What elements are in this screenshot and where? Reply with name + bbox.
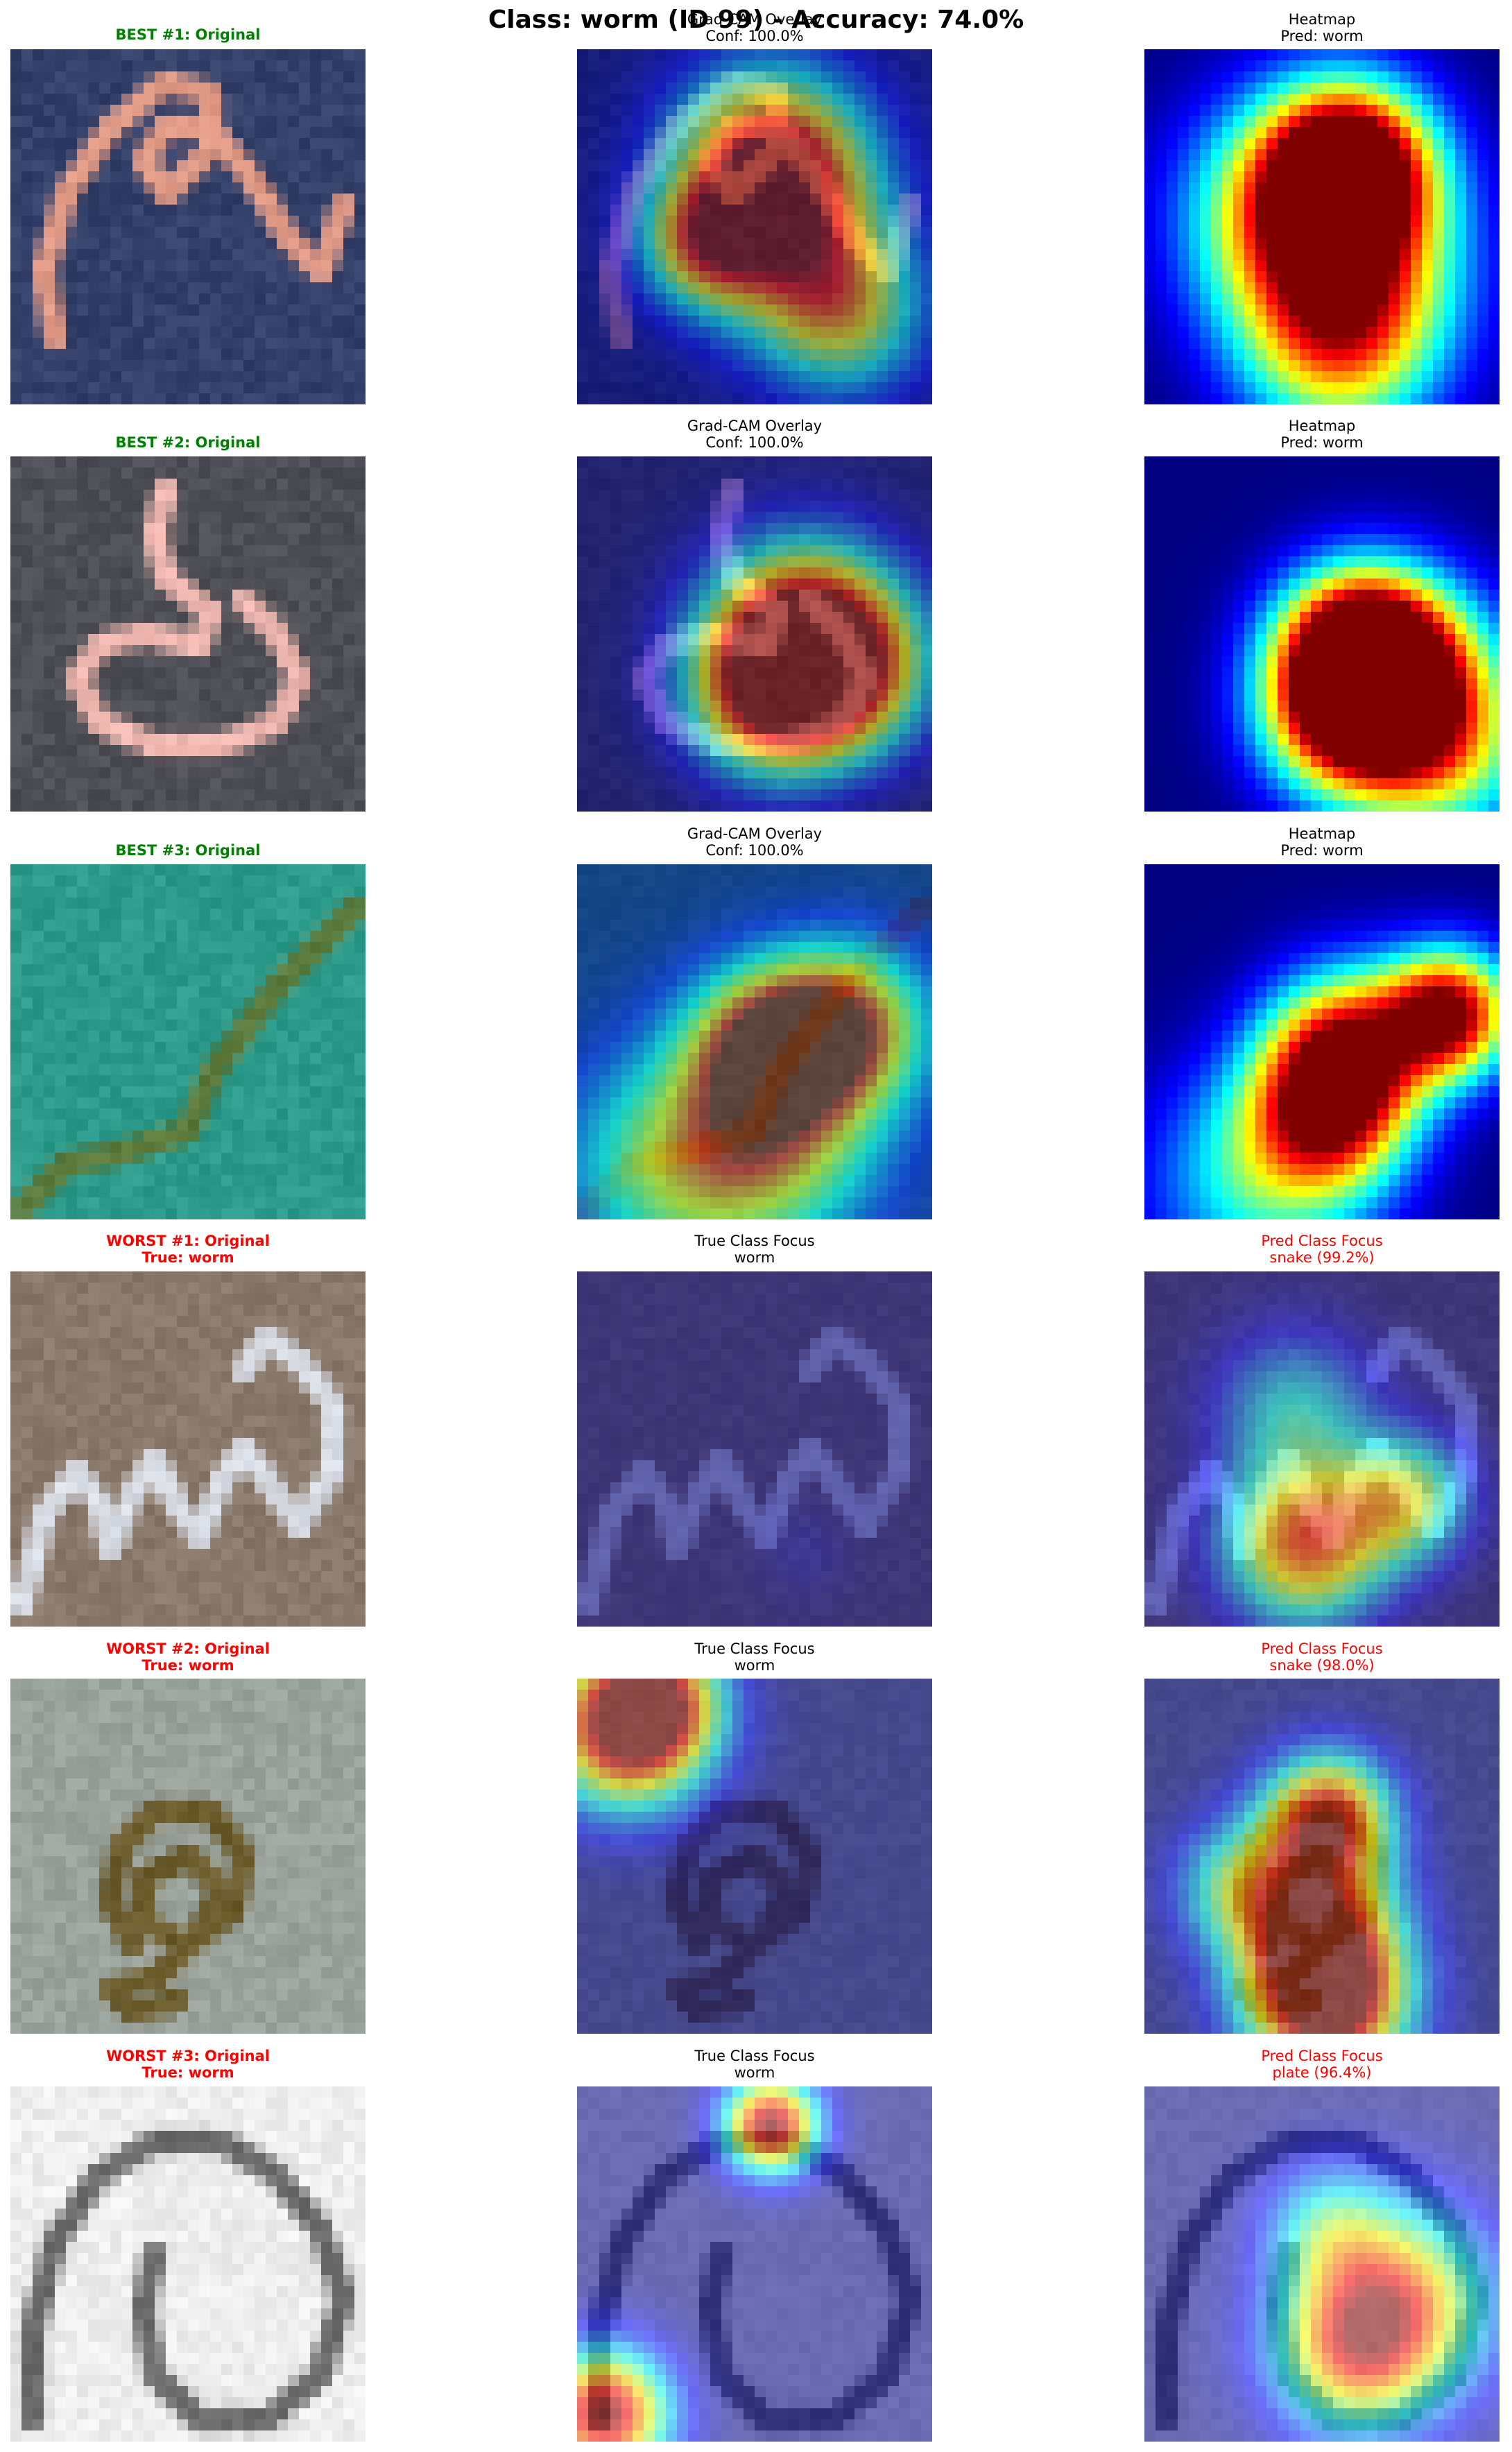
row5-original-image	[10, 1679, 366, 2034]
row5-original-title: WORST #2: Original True: worm	[106, 1640, 270, 1674]
row4-pred-class-title: Pred Class Focus snake (99.2%)	[1261, 1233, 1383, 1266]
row5-true-class-title: True Class Focus worm	[694, 1640, 815, 1674]
row1-gradcam-overlay-image	[577, 49, 932, 404]
row5-pred-class-title: Pred Class Focus snake (98.0%)	[1261, 1640, 1383, 1674]
row3-original-image	[10, 864, 366, 1219]
row1-heatmap-image	[1144, 49, 1500, 404]
row4-original-title: WORST #1: Original True: worm	[106, 1233, 270, 1266]
row1-overlay-title: Grad-CAM Overlay Conf: 100.0%	[687, 11, 823, 44]
row3-heatmap-title: Heatmap Pred: worm	[1280, 825, 1364, 859]
row2-heatmap-image	[1144, 456, 1500, 812]
row6-original-image	[10, 2086, 366, 2442]
row2-heatmap-title: Heatmap Pred: worm	[1280, 418, 1364, 451]
row3-original-title: BEST #3: Original	[115, 842, 261, 859]
row1-heatmap-title: Heatmap Pred: worm	[1280, 11, 1364, 44]
row5-pred-class-focus-image	[1144, 1679, 1500, 2034]
row6-true-class-focus-image	[577, 2086, 932, 2442]
row4-pred-class-focus-image	[1144, 1271, 1500, 1627]
row2-original-image	[10, 456, 366, 812]
row2-gradcam-overlay-image	[577, 456, 932, 812]
figure-title: Class: worm (ID 99) - Accuracy: 74.0%	[488, 6, 1024, 34]
row3-heatmap-image	[1144, 864, 1500, 1219]
row6-pred-class-focus-image	[1144, 2086, 1500, 2442]
row4-true-class-title: True Class Focus worm	[694, 1233, 815, 1266]
row3-overlay-title: Grad-CAM Overlay Conf: 100.0%	[687, 825, 823, 859]
row4-original-image	[10, 1271, 366, 1627]
row1-original-image	[10, 49, 366, 404]
row3-gradcam-overlay-image	[577, 864, 932, 1219]
row6-pred-class-title: Pred Class Focus plate (96.4%)	[1261, 2048, 1383, 2081]
row2-original-title: BEST #2: Original	[115, 434, 261, 451]
row6-true-class-title: True Class Focus worm	[694, 2048, 815, 2081]
row4-true-class-focus-image	[577, 1271, 932, 1627]
row5-true-class-focus-image	[577, 1679, 932, 2034]
row6-original-title: WORST #3: Original True: worm	[106, 2048, 270, 2081]
row2-overlay-title: Grad-CAM Overlay Conf: 100.0%	[687, 418, 823, 451]
row1-original-title: BEST #1: Original	[115, 26, 261, 43]
